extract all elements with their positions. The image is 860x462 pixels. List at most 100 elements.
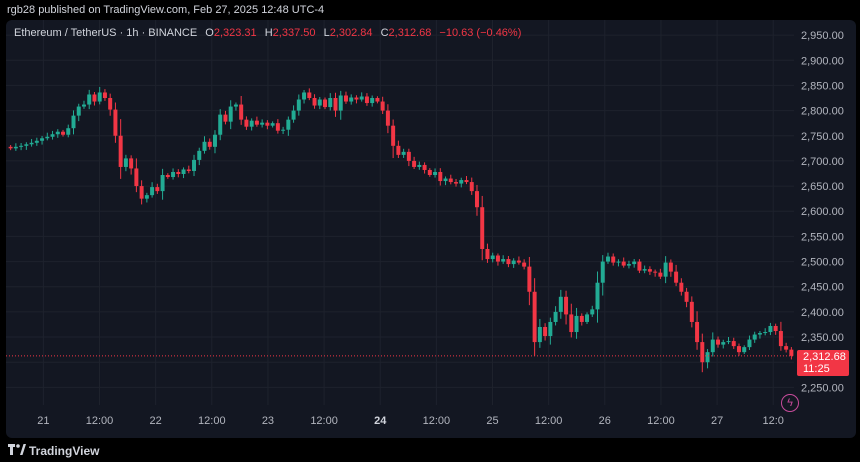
candle-body <box>239 104 244 120</box>
candle-body <box>150 187 155 196</box>
candle-body <box>422 164 427 170</box>
candle-body <box>118 135 123 167</box>
close-label: C <box>380 27 389 39</box>
candle-body <box>92 94 97 102</box>
tradingview-logo-icon <box>8 444 26 455</box>
candle-body <box>312 98 317 106</box>
candle-body <box>249 120 254 127</box>
x-tick-label: 22 <box>150 415 162 427</box>
y-tick-label: 2,600.00 <box>801 206 844 218</box>
candle-body <box>695 321 700 343</box>
low-value: 2,302.84 <box>329 27 373 39</box>
candle-body <box>689 301 694 322</box>
bar-countdown: 11:25 <box>803 362 830 375</box>
brand-name: TradingView <box>29 444 100 458</box>
candle-body <box>569 314 574 333</box>
last-price-badge: 2,312.68 11:25 <box>797 349 849 376</box>
candle-body <box>784 346 789 350</box>
candle-body <box>160 175 165 192</box>
candle-body <box>742 347 747 353</box>
x-tick-label: 23 <box>262 415 274 427</box>
candle-body <box>192 159 197 171</box>
candle-body <box>13 146 18 149</box>
candle-body <box>401 151 406 155</box>
candle-body <box>291 110 296 120</box>
candle-body <box>490 255 495 260</box>
candle-body <box>270 123 275 126</box>
candle-body <box>359 96 364 100</box>
low-label: L <box>323 27 330 39</box>
candle-body <box>218 114 223 135</box>
candle-body <box>349 97 354 102</box>
candle-body <box>385 110 390 126</box>
candle-body <box>8 146 13 149</box>
candle-body <box>364 96 369 104</box>
y-tick-label: 2,950.00 <box>801 30 844 42</box>
y-tick-label: 2,800.00 <box>801 106 844 118</box>
candle-body <box>391 125 396 146</box>
candle-body <box>585 314 590 322</box>
lightning-icon[interactable]: ϟ <box>781 394 799 412</box>
x-tick-label: 12:00 <box>423 415 451 427</box>
candle-body <box>595 282 600 310</box>
chart-panel[interactable]: 2,950.00 2,900.00 2,850.00 2,800.00 2,750.00… <box>6 20 856 438</box>
candle-body <box>495 255 500 262</box>
candle-body <box>207 141 212 147</box>
candle-body <box>197 150 202 160</box>
candle-body <box>380 101 385 111</box>
candle-body <box>296 99 301 111</box>
candle-body <box>275 123 280 131</box>
candle-body <box>412 160 417 167</box>
candle-body <box>543 326 548 337</box>
x-tick-label: 12:0 <box>763 415 784 427</box>
candle-body <box>354 97 359 100</box>
candle-body <box>108 98 113 110</box>
candle-body <box>81 104 86 107</box>
candle-body <box>642 269 647 271</box>
candle-body <box>705 352 710 363</box>
candle-body <box>459 180 464 184</box>
candle-body <box>626 264 631 266</box>
candle-body <box>605 256 610 262</box>
candle-body <box>281 129 286 131</box>
candle-body <box>433 171 438 176</box>
candle-body <box>396 145 401 155</box>
x-tick-label: 26 <box>599 415 611 427</box>
y-tick-label: 2,400.00 <box>801 307 844 319</box>
candle-body <box>338 95 343 111</box>
candle-body <box>370 98 375 104</box>
candle-body <box>155 187 160 192</box>
candle-body <box>144 195 149 199</box>
candle-body <box>97 92 102 102</box>
candle-body <box>438 171 443 182</box>
candle-body <box>710 339 715 353</box>
open-value: 2,323.31 <box>213 27 257 39</box>
candle-body <box>763 332 768 334</box>
candle-body <box>501 259 506 262</box>
candle-body <box>600 261 605 283</box>
candle-body <box>50 134 55 137</box>
candle-body <box>616 261 621 263</box>
y-tick-label: 2,850.00 <box>801 80 844 92</box>
candle-body <box>789 349 794 356</box>
candle-body <box>202 141 207 151</box>
candle-body <box>674 271 679 283</box>
y-tick-label: 2,900.00 <box>801 55 844 67</box>
candle-body <box>427 169 432 176</box>
candle-body <box>757 333 762 335</box>
candle-body <box>511 260 516 265</box>
x-tick-label: 27 <box>711 415 723 427</box>
candle-body <box>265 122 270 126</box>
candle-body <box>679 282 684 292</box>
candle-body <box>317 99 322 106</box>
candle-body <box>590 309 595 315</box>
y-tick-label: 2,750.00 <box>801 131 844 143</box>
candle-body <box>684 291 689 302</box>
candlestick-chart[interactable]: 2,950.00 2,900.00 2,850.00 2,800.00 2,750.00… <box>6 20 856 438</box>
candle-body <box>469 182 474 192</box>
x-tick-label: 12:00 <box>310 415 338 427</box>
candle-body <box>464 180 469 183</box>
candle-body <box>716 339 721 345</box>
candle-body <box>328 98 333 108</box>
ohlc-legend: Ethereum / TetherUS · 1h · BINANCE O2,32… <box>14 27 521 39</box>
